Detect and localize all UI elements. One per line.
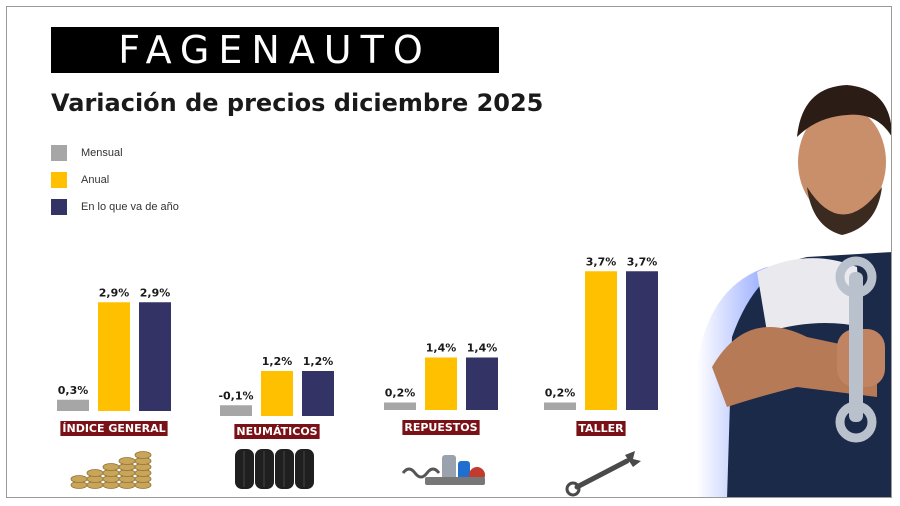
- bar-ytd-2: [466, 357, 498, 410]
- bar-mensual-0: [57, 399, 89, 411]
- value-label-ytd-0: 2,9%: [140, 286, 171, 299]
- bar-anual-0: [98, 302, 130, 411]
- category-label-3: TALLER: [578, 422, 624, 435]
- category-group-3: 0,2% 3,7% 3,7% TALLER: [544, 255, 658, 436]
- category-label-2: REPUESTOS: [404, 421, 477, 434]
- bar-ytd-1: [302, 371, 334, 416]
- value-label-anual-3: 3,7%: [586, 255, 617, 268]
- category-group-2: 0,2% 1,4% 1,4% REPUESTOS: [384, 342, 498, 435]
- bar-mensual-1: [220, 405, 252, 416]
- value-label-ytd-1: 1,2%: [303, 355, 334, 368]
- legend-item-mensual: Mensual: [51, 139, 179, 166]
- legend-item-ytd: En lo que va de año: [51, 193, 179, 220]
- value-label-ytd-2: 1,4%: [467, 342, 498, 355]
- bar-ytd-0: [139, 302, 171, 411]
- category-label-bg-0: [60, 421, 168, 436]
- legend-swatch-ytd: [51, 198, 67, 215]
- legend-swatch-anual: [51, 171, 67, 188]
- chart-title: Variación de precios diciembre 2025: [51, 89, 544, 117]
- brand-logo: FAGENAUTO: [51, 27, 499, 73]
- value-label-mensual-1: -0,1%: [218, 389, 253, 402]
- coin-stacks-icon: [70, 451, 152, 489]
- legend-label-ytd: En lo que va de año: [81, 200, 179, 213]
- bar-anual-1: [261, 371, 293, 416]
- auto-parts-icon: [401, 455, 485, 485]
- category-label-0: ÍNDICE GENERAL: [62, 422, 165, 435]
- infographic-frame: FAGENAUTO Variación de precios diciembre…: [6, 6, 892, 498]
- value-label-mensual-0: 0,3%: [58, 384, 89, 397]
- bar-mensual-2: [384, 402, 416, 410]
- legend-label-mensual: Mensual: [81, 146, 123, 159]
- category-label-bg-2: [402, 420, 480, 435]
- legend-label-anual: Anual: [81, 173, 110, 186]
- category-label-bg-3: [576, 421, 626, 436]
- bar-ytd-3: [626, 271, 658, 410]
- value-label-anual-2: 1,4%: [426, 342, 457, 355]
- value-label-ytd-3: 3,7%: [627, 255, 658, 268]
- legend: Mensual Anual En lo que va de año: [51, 139, 179, 220]
- legend-swatch-mensual: [51, 144, 67, 161]
- tires-icon: [235, 449, 314, 489]
- bar-anual-2: [425, 357, 457, 410]
- category-group-0: 0,3% 2,9% 2,9% ÍNDICE GENERAL: [57, 286, 171, 436]
- wrench-icon: [565, 451, 641, 497]
- value-label-anual-1: 1,2%: [262, 355, 293, 368]
- bar-mensual-3: [544, 402, 576, 410]
- mechanic-illustration: [687, 67, 891, 497]
- bar-anual-3: [585, 271, 617, 410]
- category-label-1: NEUMÁTICOS: [236, 425, 317, 438]
- category-group-1: -0,1% 1,2% 1,2% NEUMÁTICOS: [218, 355, 334, 439]
- legend-item-anual: Anual: [51, 166, 179, 193]
- bar-chart: 0,3% 2,9% 2,9% ÍNDICE GENERAL -0,1% 1,2% 1,2% N…: [57, 255, 658, 497]
- category-label-bg-1: [234, 424, 320, 439]
- value-label-mensual-3: 0,2%: [545, 387, 576, 400]
- value-label-anual-0: 2,9%: [99, 286, 130, 299]
- value-label-mensual-2: 0,2%: [385, 387, 416, 400]
